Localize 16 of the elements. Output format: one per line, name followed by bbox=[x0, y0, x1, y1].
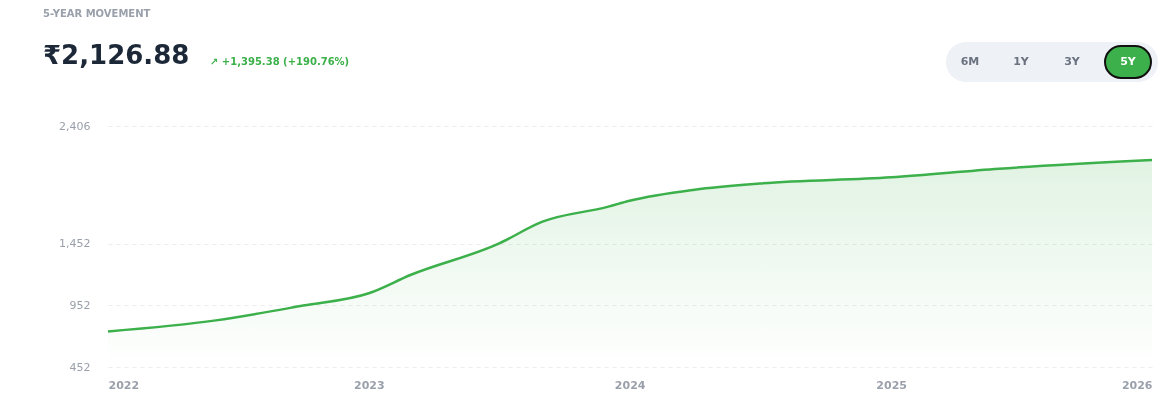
text: ₹2,126.88 bbox=[43, 40, 190, 70]
y-tick-label: 952 bbox=[69, 298, 91, 312]
x-tick-label: 2025 bbox=[876, 378, 907, 392]
x-tick-label: 2026 bbox=[1121, 378, 1153, 392]
text: 5Y bbox=[1120, 55, 1137, 68]
x-tick-label: 2024 bbox=[614, 378, 646, 392]
text: 6M bbox=[960, 55, 980, 68]
text: 3Y bbox=[1064, 55, 1081, 68]
text: 1Y bbox=[1013, 55, 1030, 68]
y-tick-label: 2,406 bbox=[59, 119, 91, 133]
y-tick-label: 452 bbox=[69, 360, 91, 374]
x-tick-label: 2023 bbox=[354, 378, 385, 392]
chart-title: 5-YEAR MOVEMENT bbox=[43, 8, 151, 19]
text: ↗ +1,395.38 (+190.76%) bbox=[210, 56, 350, 67]
x-tick-label: 2022 bbox=[108, 378, 140, 392]
y-tick-label: 1,452 bbox=[59, 237, 91, 251]
